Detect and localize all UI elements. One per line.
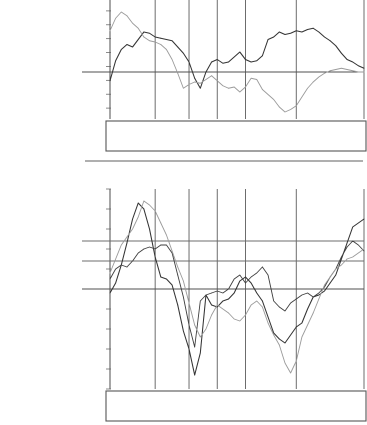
series-point <box>160 244 162 246</box>
series-point <box>245 59 246 60</box>
series-point <box>126 15 128 17</box>
series-point <box>228 298 229 300</box>
series-point <box>278 344 280 346</box>
series-point <box>194 77 196 79</box>
series-point <box>261 55 263 57</box>
chart-panel-1 <box>82 0 367 152</box>
series-point <box>211 304 213 306</box>
series-point <box>261 306 263 308</box>
series-point <box>312 81 314 83</box>
series-point <box>143 31 145 33</box>
series-point <box>228 61 229 63</box>
series-point <box>126 242 128 244</box>
series-point <box>160 276 162 278</box>
series-point <box>278 338 280 340</box>
series-line-3 <box>109 200 365 374</box>
series-point <box>143 248 145 250</box>
series-point <box>312 296 314 298</box>
series-point <box>295 298 297 300</box>
x-tick-band <box>105 390 367 422</box>
series-point <box>329 70 331 72</box>
series-point <box>109 30 111 32</box>
series-point <box>109 292 111 294</box>
series-point <box>278 31 280 33</box>
series-line-2 <box>109 240 365 348</box>
series-point <box>211 61 213 63</box>
series-point <box>312 312 314 314</box>
series-point <box>160 44 162 45</box>
series-point <box>346 258 348 260</box>
series-point <box>261 89 263 90</box>
series-point <box>109 272 111 274</box>
series-point <box>363 71 365 73</box>
series-point <box>346 69 348 70</box>
series-point <box>295 326 297 328</box>
series-point <box>329 276 331 278</box>
series-line-2 <box>109 11 365 113</box>
series-point <box>312 27 314 29</box>
series-point <box>126 266 128 268</box>
series-point <box>278 306 280 308</box>
chart-panel-2 <box>82 188 367 422</box>
series-point <box>177 72 179 74</box>
series-point <box>211 292 213 294</box>
x-tick-band <box>105 120 367 152</box>
series-point <box>109 80 111 82</box>
series-point <box>245 276 246 278</box>
series-point <box>363 248 365 250</box>
series-point <box>346 242 348 244</box>
series-point <box>177 46 179 48</box>
series-point <box>211 75 213 77</box>
series-point <box>363 250 365 252</box>
series-point <box>346 59 348 60</box>
series-point <box>245 314 246 316</box>
series-point <box>295 30 297 32</box>
series-point <box>126 236 128 238</box>
series-point <box>329 40 331 42</box>
series-point <box>228 312 229 314</box>
series-point <box>211 314 213 316</box>
series-point <box>245 282 246 284</box>
series-point <box>143 36 145 38</box>
series-line-1 <box>109 27 365 89</box>
series-point <box>194 346 196 348</box>
series-point <box>228 288 229 290</box>
series-point <box>143 208 145 210</box>
series-point <box>194 81 196 83</box>
series-point <box>329 282 331 284</box>
series-point <box>177 266 179 268</box>
series-point <box>261 300 263 302</box>
series-point <box>160 222 162 224</box>
series-point <box>109 278 111 280</box>
series-point <box>363 67 365 69</box>
series-point <box>363 218 365 220</box>
series-point <box>194 324 196 326</box>
series-point <box>177 304 179 306</box>
series-point <box>245 86 246 88</box>
series-point <box>228 87 229 89</box>
series-point <box>295 360 297 362</box>
series-point <box>194 374 196 376</box>
series-point <box>143 200 145 202</box>
series-point <box>278 106 280 108</box>
series-point <box>346 246 348 248</box>
series-point <box>126 44 128 45</box>
series-point <box>177 274 179 276</box>
series-point <box>160 37 162 39</box>
series-point <box>295 105 297 107</box>
series-point <box>261 266 263 268</box>
